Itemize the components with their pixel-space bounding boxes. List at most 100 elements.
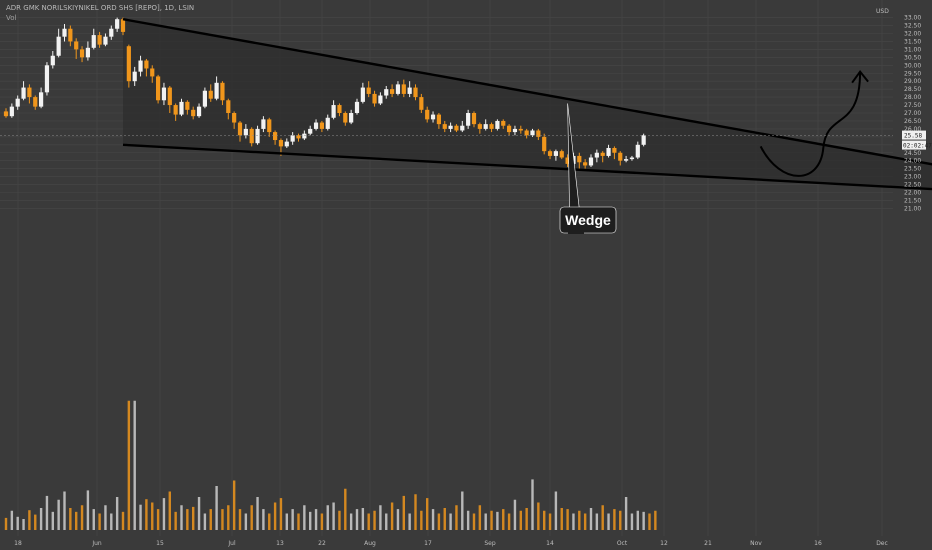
candle-body: [161, 87, 167, 101]
y-tick-label: 22.50: [904, 182, 921, 189]
volume-bar: [507, 513, 511, 530]
volume-bar: [607, 513, 610, 530]
y-tick-label: 24.50: [904, 150, 921, 157]
candle-body: [284, 141, 289, 147]
candle-body: [167, 87, 172, 106]
x-tick-label: Nov: [750, 540, 762, 547]
volume-bar: [314, 509, 318, 530]
candle-body: [489, 124, 494, 129]
candle-body: [27, 87, 32, 98]
candle-body: [202, 90, 207, 107]
volume-bar: [472, 513, 476, 530]
y-tick-label: 32.00: [904, 31, 921, 38]
volume-bar: [466, 510, 470, 530]
candle-body: [483, 124, 488, 129]
candle-body: [85, 47, 90, 58]
candle-body: [507, 125, 512, 133]
y-tick-label: 28.00: [904, 94, 921, 101]
time-axis[interactable]: 18 Jun 15 Jul 13 22 Aug 17 Sep 14 Oct 12 21 Nov 16 Dec: [14, 540, 888, 547]
candle-body: [436, 114, 441, 125]
y-tick-label: 30.50: [904, 54, 921, 61]
trendlines: [122, 18, 932, 191]
y-tick-label: 33.00: [904, 15, 921, 22]
candle-body: [296, 135, 301, 139]
candle-body: [319, 122, 324, 129]
candle-body: [325, 117, 330, 129]
volume-bar: [560, 508, 563, 530]
candle-body: [173, 105, 178, 115]
y-tick-label: 27.50: [904, 102, 921, 109]
price-tags: 25.58 02:02:47: [0, 130, 932, 150]
volume-bar: [583, 513, 587, 530]
candle-body: [313, 122, 319, 129]
candle-body: [39, 92, 44, 107]
wedge-shading: [123, 19, 932, 190]
volume-bar: [69, 508, 72, 530]
projection-arrow-head: [851, 70, 869, 84]
y-tick-label: 23.00: [904, 174, 921, 181]
x-tick-label: 21: [704, 540, 712, 547]
volume-bar: [396, 509, 400, 530]
volume-bar: [531, 479, 534, 530]
x-tick-label: Oct: [617, 540, 628, 547]
volume-bar: [496, 511, 499, 530]
y-tick-label: 24.00: [904, 158, 921, 165]
y-tick-label: 28.50: [904, 86, 921, 93]
countdown-tag-bg: [902, 140, 926, 150]
candle-body: [156, 76, 161, 101]
volume-bar: [402, 495, 405, 530]
candle-body: [354, 101, 360, 113]
volume-bar: [408, 513, 411, 530]
volume-bar: [285, 513, 288, 530]
volume-bar: [121, 511, 125, 530]
volume-bar: [145, 499, 148, 530]
candle-body: [536, 130, 541, 137]
candle-body: [547, 151, 553, 156]
volume-bar: [548, 513, 552, 530]
volume-bar: [537, 502, 540, 530]
volume-bar: [379, 505, 382, 530]
volume-bar: [180, 505, 183, 530]
volume-bar: [186, 509, 189, 530]
candle-body: [132, 71, 137, 82]
volume-bar: [455, 505, 458, 530]
volume-bar: [355, 509, 359, 530]
candle-body: [150, 68, 155, 77]
candle-body: [109, 28, 114, 37]
x-tick-label: 14: [546, 540, 554, 547]
volume-bar: [250, 505, 253, 530]
candle-body: [401, 84, 406, 94]
candle-body: [56, 36, 61, 56]
candle-body: [97, 35, 102, 45]
volume-bar: [601, 505, 604, 530]
volume-bar: [227, 505, 230, 530]
volume-bar: [4, 517, 8, 530]
candle-body: [577, 155, 582, 163]
candle-body: [91, 35, 96, 48]
volume-bar: [654, 510, 657, 530]
wedge-area: [123, 19, 932, 190]
x-tick-label: Aug: [364, 540, 376, 547]
x-tick-label: Jul: [227, 540, 236, 547]
volume-bar: [578, 510, 581, 530]
volume-bar: [326, 505, 329, 530]
candle-body: [226, 100, 231, 113]
volume-indicator-label[interactable]: Vol: [6, 14, 17, 22]
volume-bar: [80, 505, 84, 530]
candle-body: [512, 128, 518, 133]
y-tick-label: 26.50: [904, 118, 921, 125]
candle-body: [565, 157, 570, 164]
volume-bar: [291, 509, 294, 530]
candle-body: [471, 113, 477, 125]
volume-bar: [461, 491, 464, 530]
candle-body: [302, 133, 307, 139]
volume-bar: [244, 513, 248, 530]
symbol-title[interactable]: ADR GMK NORILSKIYNIKEL ORD SHS [REPO], 1…: [6, 4, 195, 12]
y-tick-label: 31.00: [904, 46, 921, 53]
candle-body: [290, 135, 295, 142]
volume-bar: [256, 497, 259, 530]
x-tick-label: Sep: [484, 540, 496, 547]
price-axis[interactable]: 33.0032.5032.0031.5031.0030.5030.0029.50…: [904, 15, 921, 213]
volume-bar: [648, 513, 651, 530]
